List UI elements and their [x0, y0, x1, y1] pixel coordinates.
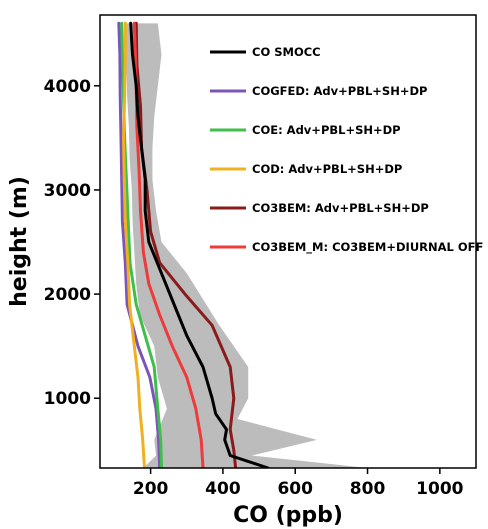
series-line-co3bem — [134, 21, 238, 468]
uncertainty-band-layer — [126, 23, 368, 468]
legend-entry-label: CO SMOCC — [252, 45, 321, 59]
legend-entry-label: COE: Adv+PBL+SH+DP — [252, 123, 401, 137]
legend-entry-label: CO3BEM: Adv+PBL+SH+DP — [252, 201, 429, 215]
series-line-cod — [122, 21, 146, 468]
uncertainty-band — [126, 23, 368, 468]
x-axis-title: CO (ppb) — [233, 503, 343, 528]
series-line-co-smocc — [129, 21, 270, 468]
y-tick-label: 4000 — [44, 77, 91, 97]
x-tick-label: 400 — [205, 479, 241, 499]
legend-entry-label: CO3BEM_M: CO3BEM+DIURNAL OFF — [252, 240, 483, 255]
y-axis-title: height (m) — [7, 176, 32, 307]
plot-frame — [99, 14, 477, 469]
series-lines-layer — [117, 21, 270, 468]
x-tick-label: 600 — [277, 479, 313, 499]
x-tick-label: 1000 — [416, 479, 463, 499]
axis-ticks-layer: 200 400 600 800 1000 1000 2000 3000 4000 — [44, 77, 464, 499]
y-tick-label: 2000 — [44, 285, 91, 305]
legend-entry-label: COD: Adv+PBL+SH+DP — [252, 162, 402, 176]
x-tick-label: 800 — [350, 479, 386, 499]
legend: CO SMOCC COGFED: Adv+PBL+SH+DP COE: Adv+PB… — [210, 45, 483, 255]
legend-entry-label: COGFED: Adv+PBL+SH+DP — [252, 84, 427, 98]
series-line-cogfed — [117, 21, 162, 468]
y-tick-label: 3000 — [44, 181, 91, 201]
x-tick-label: 200 — [133, 479, 169, 499]
y-tick-label: 1000 — [44, 389, 91, 409]
